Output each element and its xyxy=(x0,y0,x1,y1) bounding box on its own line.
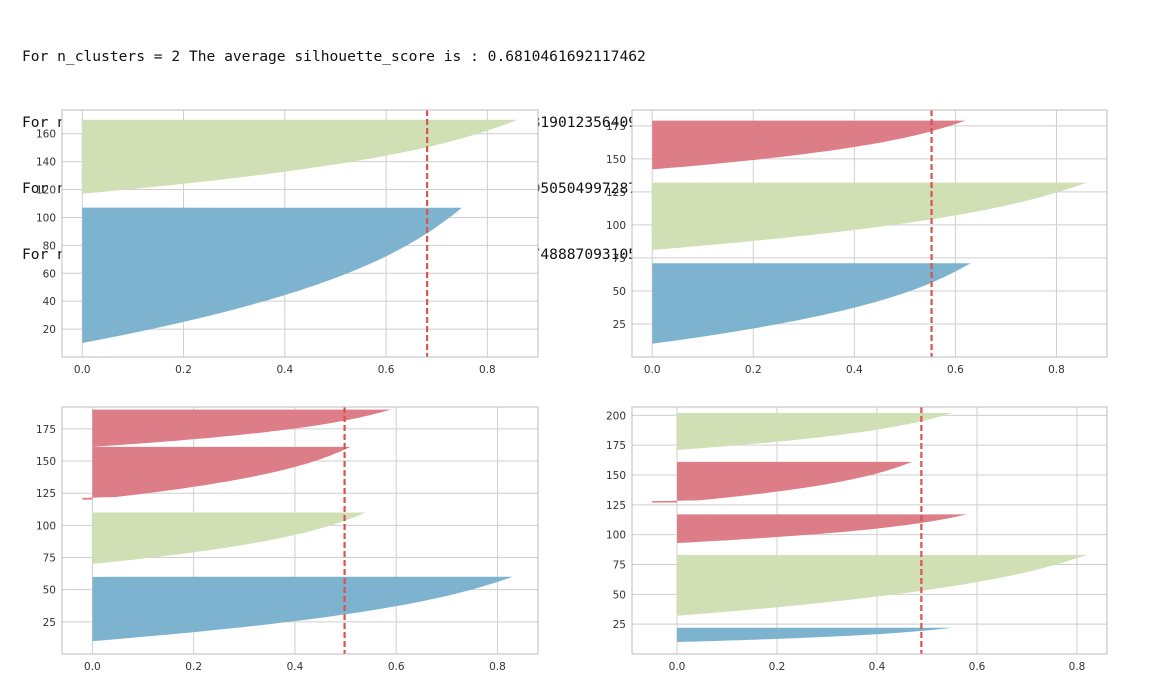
cluster-silhouette-1 xyxy=(92,576,513,642)
y-tick-label: 160 xyxy=(36,129,56,141)
y-tick-label: 25 xyxy=(43,617,56,629)
silhouette-panel-2: 0.0 0.2 0.4 0.6 0.8 20 40 60 80 100 120 140 160 xyxy=(36,109,539,376)
x-tick-label: 0.0 xyxy=(669,661,686,673)
y-tick-label: 175 xyxy=(36,424,56,436)
plot-frame xyxy=(631,406,1108,655)
score-line-2: For n_clusters = 2 The average silhouett… xyxy=(22,48,646,65)
x-tick-label: 0.2 xyxy=(185,661,202,673)
cluster-silhouette-1 xyxy=(677,627,952,643)
y-tick-label: 175 xyxy=(606,121,626,133)
y-tick-label: 175 xyxy=(606,440,626,452)
cluster-silhouette-3 xyxy=(677,514,967,544)
y-tick-label: 75 xyxy=(43,553,56,565)
plot-frame xyxy=(61,109,539,358)
y-tick-label: 100 xyxy=(36,520,56,532)
cluster-silhouette-4 xyxy=(92,409,392,447)
x-tick-label: 0.4 xyxy=(846,364,863,376)
x-tick-label: 0.0 xyxy=(84,661,101,673)
y-tick-label: 100 xyxy=(606,530,626,542)
silhouette-panel-3: 0.0 0.2 0.4 0.6 0.8 25 50 75 100 125 150 175 xyxy=(606,109,1108,376)
y-tick-label: 75 xyxy=(613,560,626,572)
y-tick-label: 100 xyxy=(36,212,56,224)
x-tick-label: 0.2 xyxy=(769,661,786,673)
y-tick-label: 125 xyxy=(606,187,626,199)
cluster-silhouette-2 xyxy=(92,512,366,564)
x-tick-label: 0.4 xyxy=(287,661,304,673)
y-tick-label: 40 xyxy=(43,296,56,308)
plot-frame xyxy=(61,406,539,655)
cluster-silhouette-4 xyxy=(652,461,912,503)
y-tick-label: 200 xyxy=(606,410,626,422)
x-tick-label: 0.0 xyxy=(74,364,91,376)
x-tick-label: 0.6 xyxy=(969,661,986,673)
y-tick-label: 50 xyxy=(613,286,626,298)
y-tick-label: 50 xyxy=(43,585,56,597)
x-tick-label: 0.6 xyxy=(378,364,395,376)
y-tick-label: 100 xyxy=(606,220,626,232)
y-tick-label: 50 xyxy=(613,589,626,601)
x-tick-label: 0.6 xyxy=(947,364,964,376)
cluster-silhouette-3 xyxy=(652,120,966,170)
x-tick-label: 0.2 xyxy=(745,364,762,376)
y-tick-label: 150 xyxy=(606,470,626,482)
y-tick-label: 150 xyxy=(606,154,626,166)
x-tick-label: 0.8 xyxy=(479,364,496,376)
cluster-silhouette-2 xyxy=(82,119,518,194)
x-tick-label: 0.4 xyxy=(869,661,886,673)
y-tick-label: 20 xyxy=(43,324,56,336)
x-tick-label: 0.6 xyxy=(388,661,405,673)
y-tick-label: 25 xyxy=(613,319,626,331)
y-tick-label: 140 xyxy=(36,157,56,169)
cluster-silhouette-3 xyxy=(82,446,351,500)
cluster-silhouette-1 xyxy=(652,263,971,344)
cluster-silhouette-2 xyxy=(677,554,1087,616)
y-tick-label: 125 xyxy=(36,488,56,500)
y-tick-label: 80 xyxy=(43,240,56,252)
y-tick-label: 150 xyxy=(36,456,56,468)
x-tick-label: 0.8 xyxy=(489,661,506,673)
x-tick-label: 0.2 xyxy=(175,364,192,376)
cluster-silhouette-1 xyxy=(82,207,463,344)
plot-frame xyxy=(631,109,1108,358)
y-tick-label: 125 xyxy=(606,500,626,512)
x-tick-label: 0.8 xyxy=(1048,364,1065,376)
y-tick-label: 25 xyxy=(613,619,626,631)
silhouette-panel-5: 0.0 0.2 0.4 0.6 0.8 25 50 75 100 125 150 175 200 xyxy=(606,406,1108,673)
x-tick-label: 0.8 xyxy=(1069,661,1086,673)
y-tick-label: 120 xyxy=(36,185,56,197)
cluster-silhouette-2 xyxy=(652,182,1087,251)
silhouette-panel-4: 0.0 0.2 0.4 0.6 0.8 25 50 75 100 125 150 175 xyxy=(36,406,539,673)
y-tick-label: 60 xyxy=(43,268,56,280)
cluster-silhouette-5 xyxy=(677,412,952,450)
y-tick-label: 75 xyxy=(613,253,626,265)
x-tick-label: 0.0 xyxy=(644,364,661,376)
x-tick-label: 0.4 xyxy=(276,364,293,376)
